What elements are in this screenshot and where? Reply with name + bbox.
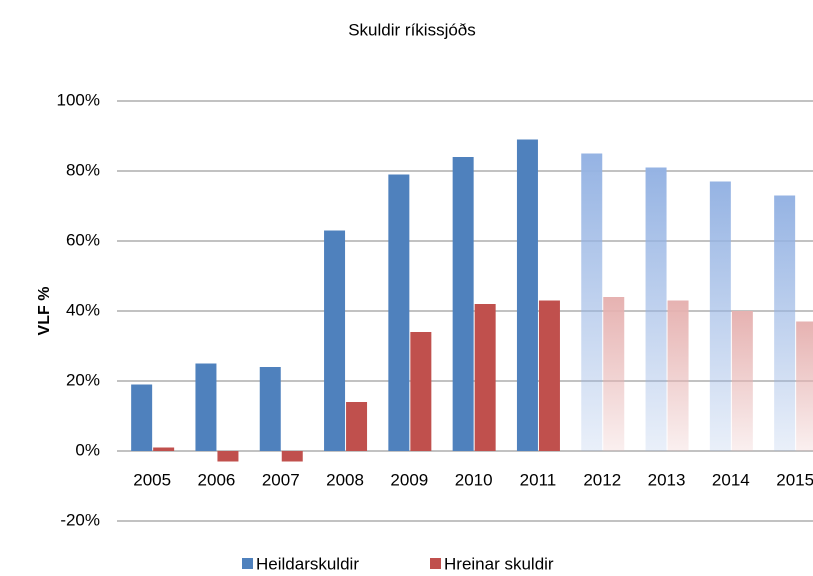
legend-swatch	[242, 558, 253, 569]
y-tick-label: 40%	[66, 300, 100, 319]
bar	[131, 384, 153, 451]
bar	[474, 304, 496, 451]
x-tick-label: 2008	[326, 470, 364, 489]
bar	[452, 157, 474, 451]
y-tick-label: 0%	[75, 440, 100, 459]
bar	[324, 230, 346, 451]
legend-label: Hreinar skuldir	[444, 554, 554, 573]
bar	[259, 367, 281, 451]
bar	[153, 447, 175, 451]
x-tick-label: 2012	[583, 470, 621, 489]
bar	[603, 297, 625, 451]
bar	[731, 311, 753, 451]
bar	[195, 363, 217, 451]
bar	[516, 139, 538, 451]
x-tick-label: 2005	[133, 470, 171, 489]
y-tick-label: 80%	[66, 160, 100, 179]
x-tick-label: 2009	[390, 470, 428, 489]
x-tick-label: 2010	[455, 470, 493, 489]
x-tick-label: 2006	[198, 470, 236, 489]
x-tick-label: 2011	[520, 470, 557, 489]
x-tick-label: 2014	[712, 470, 750, 489]
legend-swatch	[430, 558, 441, 569]
chart-title: Skuldir ríkissjóðs	[348, 20, 476, 39]
bar	[645, 167, 667, 451]
bar	[388, 174, 410, 451]
bar	[217, 451, 239, 462]
bar	[774, 195, 796, 451]
y-tick-label: 60%	[66, 230, 100, 249]
bar	[796, 321, 813, 451]
x-tick-label: 2015	[776, 470, 813, 489]
y-tick-label: 20%	[66, 370, 100, 389]
y-axis-title: VLF %	[36, 287, 53, 336]
bar	[346, 402, 368, 451]
bar	[709, 181, 731, 451]
bar	[410, 332, 432, 451]
legend-label: Heildarskuldir	[256, 554, 359, 573]
x-tick-label: 2013	[648, 470, 686, 489]
x-tick-label: 2007	[262, 470, 300, 489]
bar	[281, 451, 303, 462]
bar	[581, 153, 603, 451]
y-tick-label: -20%	[60, 510, 100, 529]
y-tick-label: 100%	[57, 90, 100, 109]
bar	[667, 300, 689, 451]
bar	[538, 300, 560, 451]
